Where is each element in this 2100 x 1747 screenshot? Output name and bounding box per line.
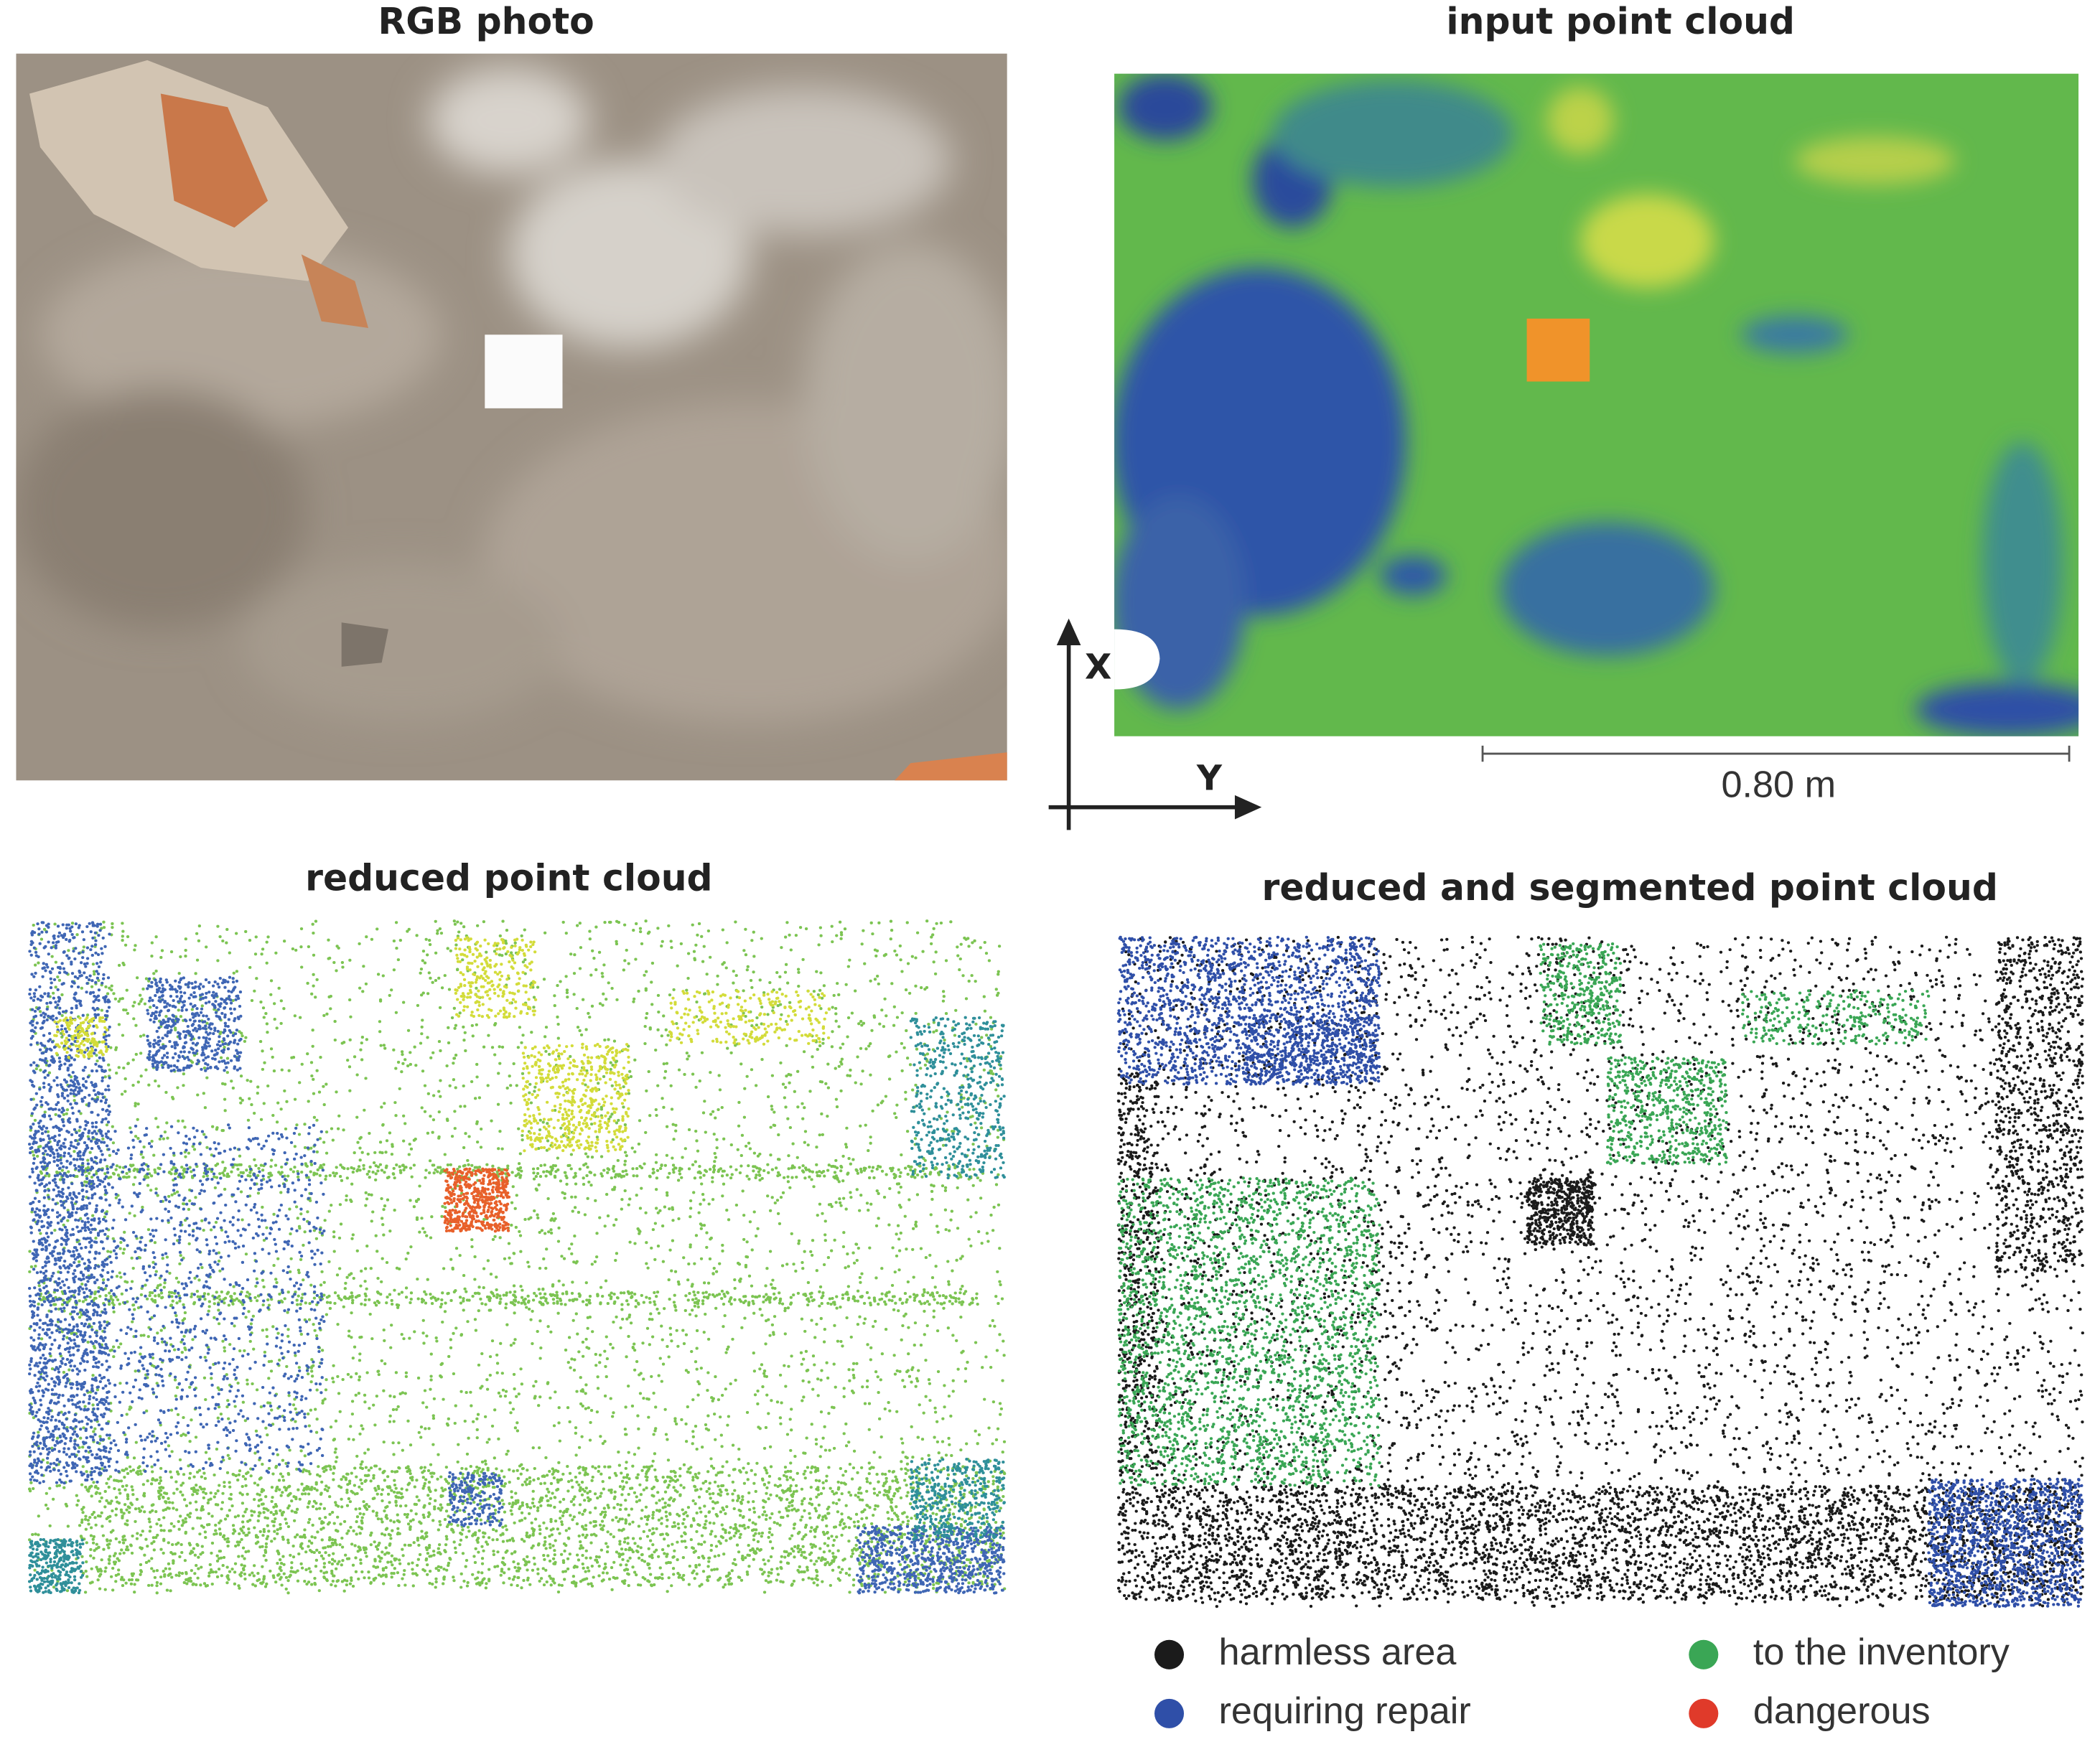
legend-marker	[1154, 1698, 1185, 1728]
scale-label: 0.80 m	[1721, 764, 1836, 805]
panel-title: reduced point cloud	[305, 857, 712, 899]
points	[27, 919, 1007, 1595]
legend-label: harmless area	[1219, 1631, 1457, 1673]
legend-label: requiring repair	[1219, 1690, 1471, 1732]
legend-marker	[1154, 1639, 1185, 1669]
legend-marker	[1689, 1639, 1719, 1669]
axis-label: Y	[1196, 758, 1223, 798]
legend-label: dangerous	[1753, 1690, 1931, 1732]
panel-title: reduced and segmented point cloud	[1262, 866, 1998, 909]
reduced-point-cloud	[27, 919, 1007, 1595]
segmented-point-cloud	[1116, 935, 2084, 1608]
points	[27, 1016, 1006, 1595]
axis-label: X	[1085, 647, 1111, 688]
legend: harmless area requiring repair to the inve…	[1154, 1631, 2010, 1732]
points	[53, 936, 831, 1153]
rgb-photo	[16, 53, 1007, 781]
legend-marker	[1689, 1698, 1719, 1728]
panel-title: input point cloud	[1446, 0, 1795, 42]
panel-title: RGB photo	[378, 0, 594, 42]
points	[1116, 935, 2084, 1608]
axes-indicator	[1048, 618, 1262, 830]
points	[443, 1167, 511, 1233]
points	[1117, 942, 1931, 1488]
points	[27, 921, 1006, 1595]
legend-label: to the inventory	[1753, 1631, 2010, 1673]
input-point-cloud	[1114, 73, 2079, 736]
scale-bar	[1481, 745, 2071, 762]
